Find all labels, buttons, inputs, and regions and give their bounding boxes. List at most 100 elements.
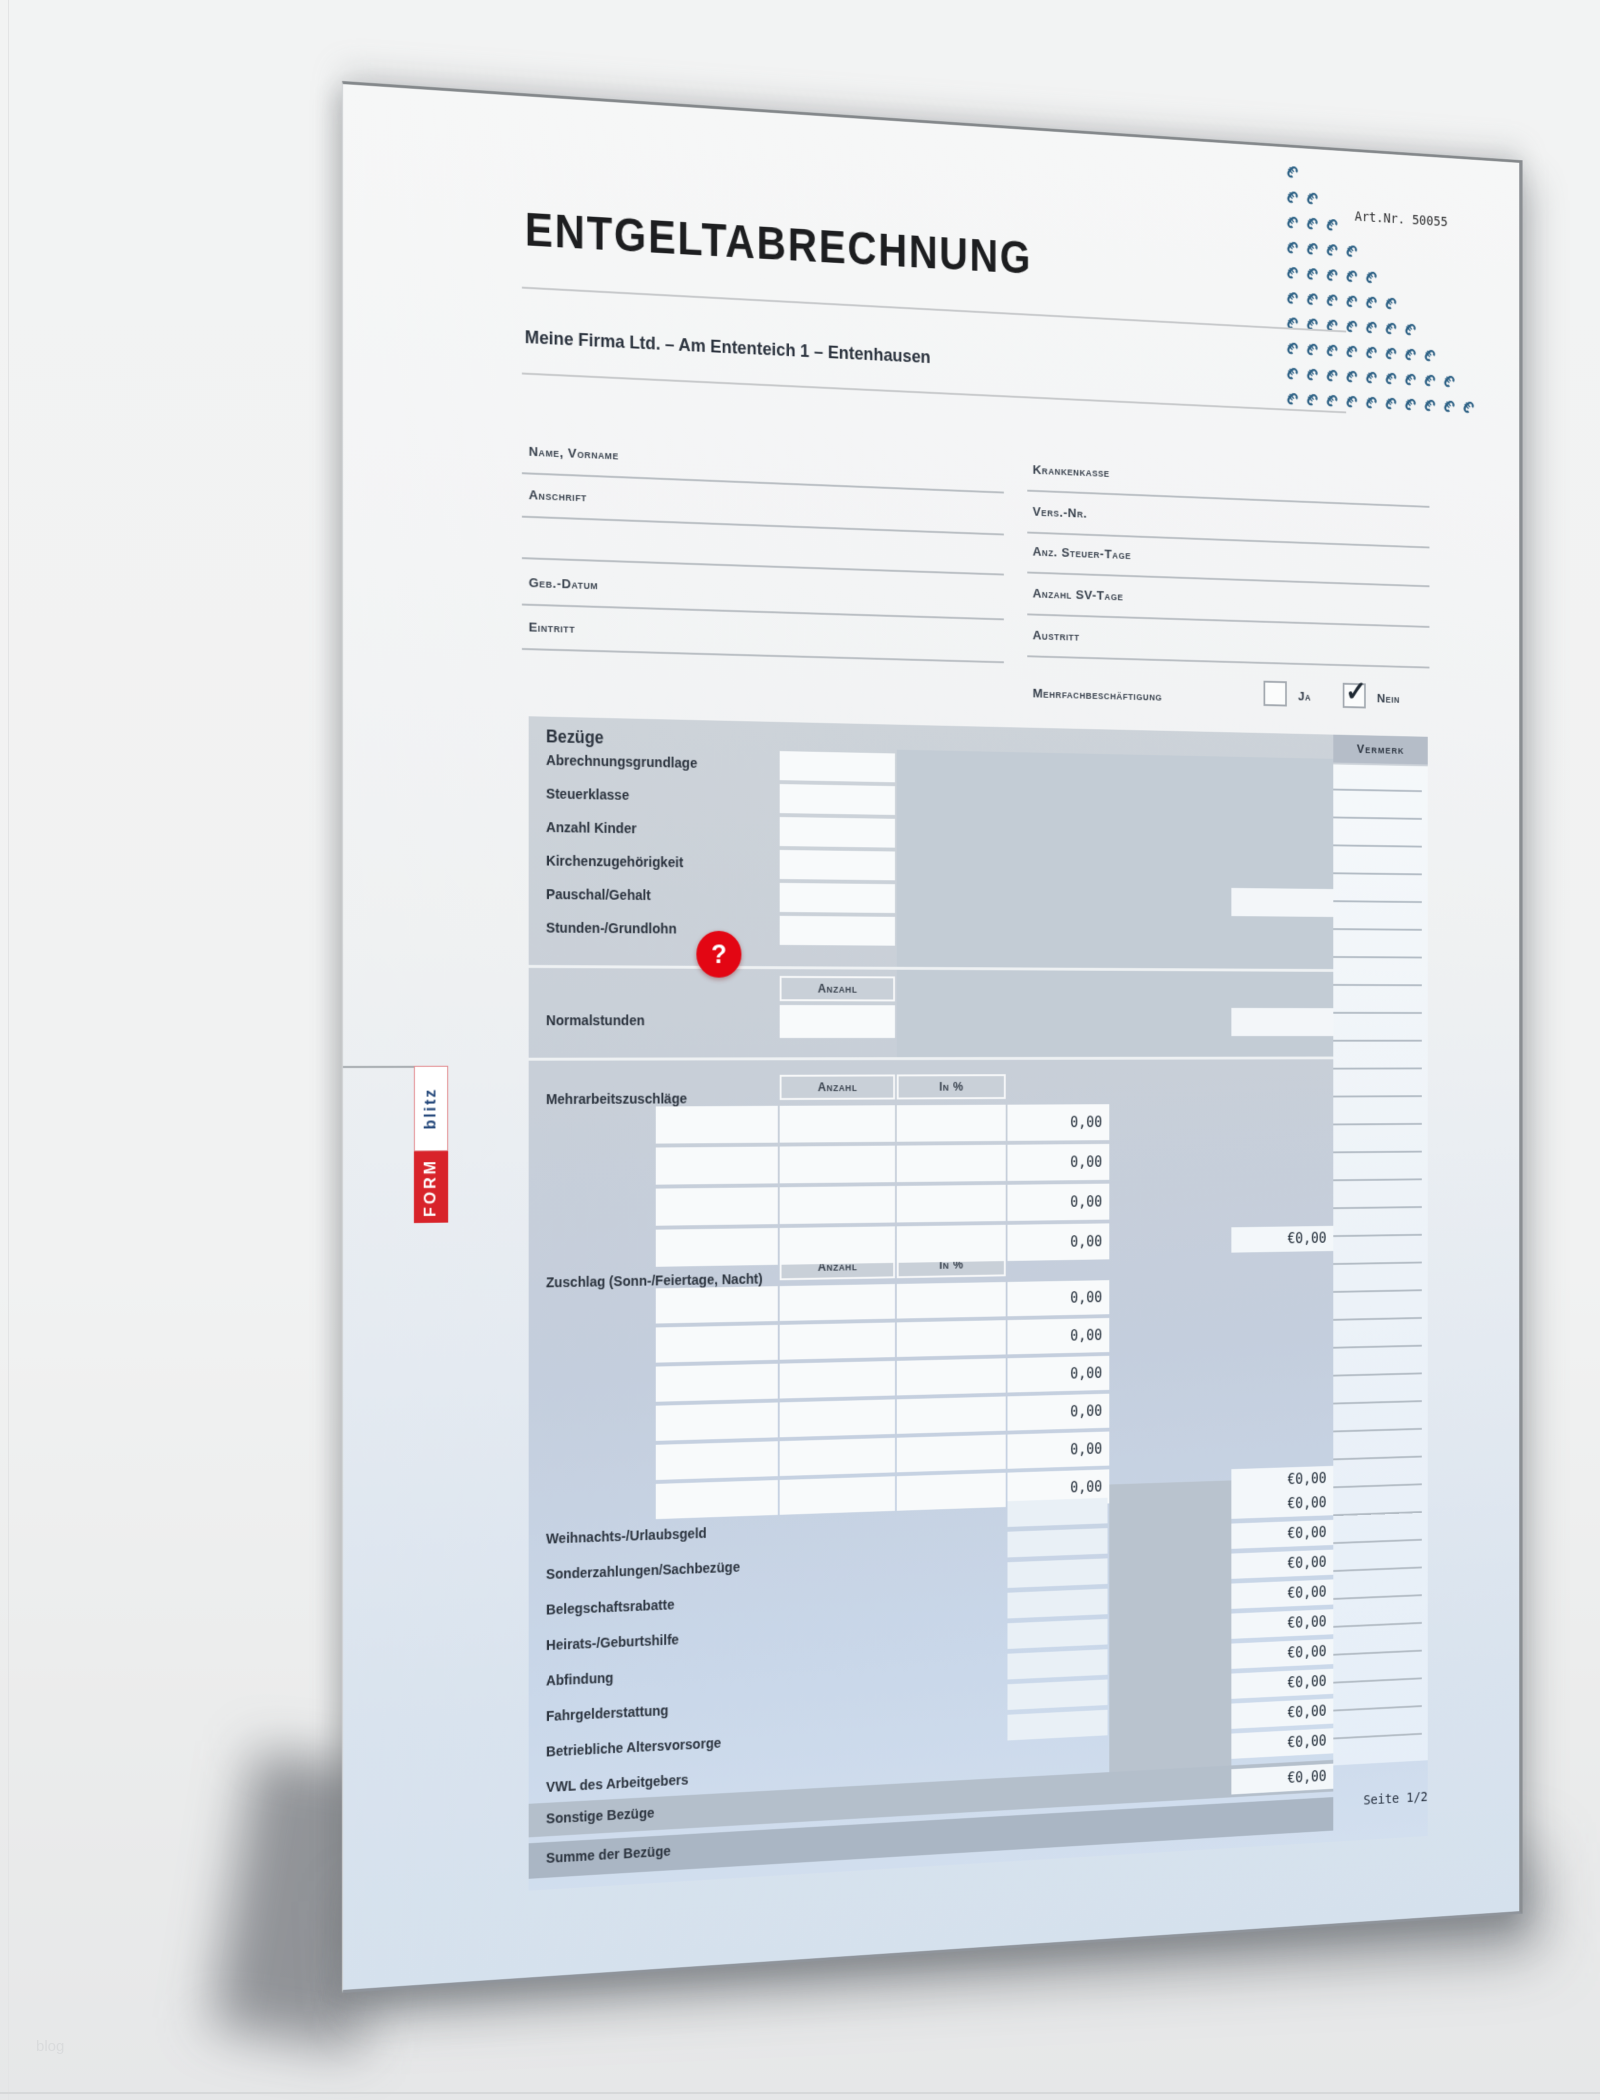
company-divider (521, 372, 1347, 414)
basic-input-2[interactable] (779, 816, 895, 848)
extra-input-6[interactable] (1007, 1679, 1108, 1710)
field-line-left-4[interactable] (521, 647, 1004, 664)
field-line-left-0[interactable] (521, 472, 1004, 494)
mehrarbeit-cell-1-2[interactable] (896, 1144, 1006, 1183)
basic-input-3[interactable] (779, 849, 895, 881)
euro-watermark-row: €€€€€€€€ (1282, 338, 1442, 371)
vermerk-line-13 (1333, 1150, 1422, 1154)
basic-input-0[interactable] (779, 751, 895, 783)
extra-amount-6: €0,00 (1231, 1668, 1334, 1699)
mehrarbeit-cell-3-1[interactable] (779, 1226, 895, 1265)
basic-label-2: Anzahl Kinder (545, 819, 637, 838)
euro-icon: € (1458, 397, 1478, 418)
mehrarbeit-cell-1-1[interactable] (779, 1145, 895, 1184)
vermerk-line-24 (1333, 1455, 1422, 1461)
zuschlag-cell-3-2[interactable] (896, 1396, 1006, 1434)
mehrarbeit-amount-3: 0,00 (1007, 1223, 1110, 1262)
zuschlag-cell-2-2[interactable] (896, 1358, 1006, 1396)
extra-input-0[interactable] (1007, 1497, 1108, 1527)
extra-input-1[interactable] (1007, 1528, 1108, 1558)
bezuege-section-title: Bezüge (545, 726, 604, 748)
zuschlag-cell-2-0[interactable] (655, 1363, 778, 1402)
inner-panel (1109, 1480, 1232, 1790)
zuschlag-cell-3-0[interactable] (655, 1402, 778, 1441)
zuschlag-cell-5-0[interactable] (655, 1480, 778, 1520)
mehrarbeit-cell-0-2[interactable] (896, 1104, 1006, 1142)
extra-input-3[interactable] (1007, 1588, 1108, 1619)
basic-label-3: Kirchenzugehörigkeit (545, 852, 684, 872)
field-label-right-2: Anz. Steuer-Tage (1032, 544, 1132, 562)
mehrarbeit-label: Mehrarbeitszuschläge (545, 1090, 688, 1108)
company-line: Meine Firma Ltd. – Am Ententeich 1 – Ent… (524, 327, 931, 368)
field-line-right-2[interactable] (1027, 571, 1430, 588)
mehrarbeit-cell-3-2[interactable] (896, 1224, 1006, 1263)
zuschlag-cell-3-1[interactable] (779, 1399, 895, 1438)
field-label-right-0: Krankenkasse (1032, 462, 1110, 480)
checkbox-ja-label: Ja (1298, 689, 1312, 704)
field-line-right-3[interactable] (1027, 613, 1430, 628)
vermerk-line-18 (1333, 1289, 1422, 1293)
pauschal-amount-box[interactable] (1231, 887, 1334, 917)
vermerk-line-4 (1333, 900, 1422, 904)
field-line-left-2[interactable] (521, 557, 1004, 576)
field-line-right-4[interactable] (1027, 655, 1430, 669)
mehrarbeit-cell-2-1[interactable] (779, 1185, 895, 1225)
mehrfachbeschaeftigung-label: Mehrfachbeschäftigung (1032, 685, 1163, 704)
zuschlag-cell-0-0[interactable] (655, 1286, 778, 1324)
mehrarbeit-cell-2-0[interactable] (655, 1187, 778, 1226)
zuschlag-cell-1-0[interactable] (655, 1324, 778, 1363)
zuschlag-cell-5-1[interactable] (779, 1476, 895, 1515)
zuschlag-cell-0-2[interactable] (896, 1282, 1006, 1319)
normalstunden-amount-box[interactable] (1231, 1007, 1334, 1037)
basic-input-5[interactable] (779, 915, 895, 946)
basic-label-0: Abrechnungsgrundlage (545, 752, 698, 772)
normalstunden-input[interactable] (779, 1005, 895, 1038)
zuschlag-cell-4-0[interactable] (655, 1441, 778, 1481)
field-label-right-3: Anzahl SV-Tage (1032, 586, 1124, 604)
basic-input-1[interactable] (779, 784, 895, 815)
mehrarbeit-amount-1: 0,00 (1007, 1143, 1110, 1181)
zuschlag-cell-2-1[interactable] (779, 1360, 895, 1399)
zuschlag-cell-0-1[interactable] (779, 1284, 895, 1321)
extra-input-5[interactable] (1007, 1649, 1108, 1680)
checkmark-icon: ✓ (1345, 676, 1367, 708)
vermerk-column[interactable] (1333, 764, 1428, 1766)
mehrarbeit-cell-0-1[interactable] (779, 1105, 895, 1143)
logo-form: FORM (413, 1151, 449, 1224)
frame-line-left (8, 0, 9, 2100)
vermerk-line-19 (1333, 1317, 1422, 1321)
vermerk-line-20 (1333, 1344, 1422, 1349)
mehrarbeit-cell-1-0[interactable] (655, 1146, 778, 1185)
vermerk-line-15 (1333, 1206, 1422, 1210)
checkbox-nein[interactable]: ✓ (1342, 676, 1367, 709)
frame-line-bottom (0, 2092, 1600, 2094)
extra-input-4[interactable] (1007, 1618, 1108, 1649)
field-line-left-3[interactable] (521, 603, 1004, 621)
vermerk-line-10 (1333, 1067, 1422, 1070)
help-icon[interactable]: ? (696, 930, 742, 978)
mehrarbeit-amount-2: 0,00 (1007, 1183, 1110, 1221)
field-line-left-1[interactable] (521, 515, 1004, 536)
extra-input-2[interactable] (1007, 1558, 1108, 1588)
field-line-right-0[interactable] (1027, 489, 1430, 508)
vermerk-line-23 (1333, 1427, 1422, 1433)
extra-input-7[interactable] (1007, 1709, 1108, 1741)
vermerk-line-8 (1333, 1011, 1422, 1014)
zuschlag-cell-1-1[interactable] (779, 1322, 895, 1360)
zuschlag-cell-4-2[interactable] (896, 1434, 1006, 1473)
mehrarbeit-anzahl-header: Anzahl (779, 1074, 895, 1101)
basic-input-4[interactable] (779, 882, 895, 914)
euro-watermark-row: €€€€€€ (1282, 288, 1403, 319)
mehrarbeit-cell-3-0[interactable] (655, 1227, 778, 1267)
vermerk-line-32 (1333, 1677, 1422, 1684)
zuschlag-cell-5-2[interactable] (896, 1472, 1006, 1511)
extra-label-7: Betriebliche Altersvorsorge (545, 1734, 722, 1761)
zuschlag-cell-4-1[interactable] (779, 1437, 895, 1477)
checkbox-ja[interactable] (1263, 680, 1287, 707)
euro-watermark-row: €€€€€ (1282, 263, 1384, 293)
vermerk-line-11 (1333, 1095, 1422, 1098)
mehrarbeit-cell-2-2[interactable] (896, 1184, 1006, 1223)
zuschlag-cell-1-2[interactable] (896, 1320, 1006, 1358)
mehrarbeit-cell-0-0[interactable] (655, 1105, 778, 1144)
